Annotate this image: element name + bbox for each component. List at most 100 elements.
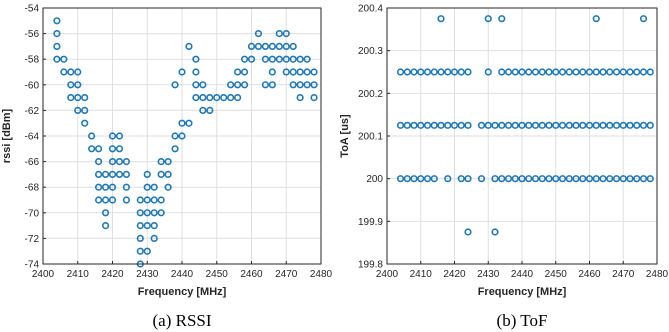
y-tick-label: 199.9	[358, 217, 383, 228]
data-point	[296, 55, 304, 63]
data-point	[122, 196, 130, 204]
data-point	[310, 93, 318, 102]
y-tick-label: -54	[25, 4, 40, 15]
data-point	[525, 121, 533, 129]
data-point	[464, 228, 472, 236]
data-point	[171, 81, 179, 89]
data-point	[403, 68, 411, 76]
data-point	[220, 93, 228, 102]
data-point	[164, 158, 172, 166]
data-point	[240, 68, 249, 76]
x-tick-label: 2480	[310, 269, 333, 280]
gridlines-tof	[386, 7, 658, 265]
data-point	[491, 121, 499, 129]
data-point	[164, 183, 172, 191]
data-point	[565, 121, 573, 129]
data-point	[444, 175, 452, 183]
markers-rssi	[53, 17, 318, 268]
data-point	[579, 175, 587, 183]
data-point	[572, 68, 580, 76]
x-tick-label: 2420	[101, 269, 124, 280]
data-point	[484, 68, 492, 76]
data-point	[136, 196, 144, 204]
data-point	[192, 93, 200, 102]
data-point	[538, 68, 546, 76]
data-point	[227, 93, 235, 102]
data-point	[108, 132, 117, 140]
data-point	[74, 68, 82, 76]
data-point	[303, 81, 311, 89]
y-tick-labels-tof: 199.8 199.9 200 200.1 200.2 200.3 200.4	[358, 4, 383, 271]
data-point	[88, 132, 96, 140]
data-point	[558, 175, 567, 183]
data-point	[579, 121, 587, 129]
data-point	[94, 158, 103, 166]
data-point	[396, 121, 405, 129]
data-point	[157, 196, 165, 204]
x-axis-label-rssi: Frequency [MHz]	[138, 286, 227, 298]
data-point	[74, 81, 82, 89]
data-point	[531, 121, 540, 129]
data-point	[491, 175, 499, 183]
y-tick-label: -56	[25, 29, 40, 40]
data-point	[498, 15, 506, 23]
data-point	[178, 68, 186, 76]
data-point	[310, 68, 318, 76]
data-point	[450, 68, 459, 76]
data-point	[464, 121, 472, 129]
data-point	[552, 121, 560, 129]
data-point	[282, 42, 290, 51]
data-point	[115, 132, 124, 140]
data-point	[234, 93, 242, 102]
data-point	[410, 175, 418, 183]
data-point	[457, 68, 465, 76]
data-point	[240, 81, 249, 89]
data-point	[60, 55, 68, 63]
data-point	[430, 121, 438, 129]
y-tick-label: -68	[25, 183, 40, 194]
x-tick-label: 2480	[646, 269, 669, 280]
data-point	[619, 68, 627, 76]
data-point	[157, 158, 165, 166]
data-point	[53, 17, 61, 25]
data-point	[511, 68, 519, 76]
data-point	[484, 15, 492, 23]
data-point	[579, 68, 587, 76]
data-point	[646, 68, 654, 76]
data-point	[464, 68, 472, 76]
data-point	[444, 121, 452, 129]
data-point	[268, 68, 276, 76]
data-point	[417, 68, 425, 76]
data-point	[612, 175, 621, 183]
data-point	[192, 81, 200, 89]
x-tick-label: 2450	[545, 269, 568, 280]
y-tick-label: -70	[25, 208, 40, 219]
data-point	[585, 68, 594, 76]
data-point	[94, 170, 103, 178]
data-point	[296, 93, 304, 102]
data-point	[592, 121, 600, 129]
data-point	[303, 55, 311, 63]
data-point	[606, 121, 614, 129]
data-point	[261, 55, 270, 63]
data-point	[437, 68, 445, 76]
x-axis-label-tof: Frequency [MHz]	[478, 286, 567, 298]
y-tick-label: 200.4	[358, 4, 383, 15]
y-tick-label: -58	[25, 55, 40, 66]
data-point	[552, 175, 560, 183]
data-point	[498, 68, 506, 76]
data-point	[185, 119, 193, 127]
data-point	[171, 132, 179, 140]
data-point	[572, 175, 580, 183]
y-tick-label: 199.8	[358, 260, 383, 271]
data-point	[403, 121, 411, 129]
data-point	[185, 42, 193, 51]
data-point	[606, 68, 614, 76]
data-point	[565, 68, 573, 76]
data-point	[150, 196, 158, 204]
data-point	[633, 68, 641, 76]
data-point	[143, 183, 151, 191]
y-tick-label: 200	[366, 174, 383, 185]
data-point	[303, 68, 311, 76]
data-point	[289, 42, 297, 51]
